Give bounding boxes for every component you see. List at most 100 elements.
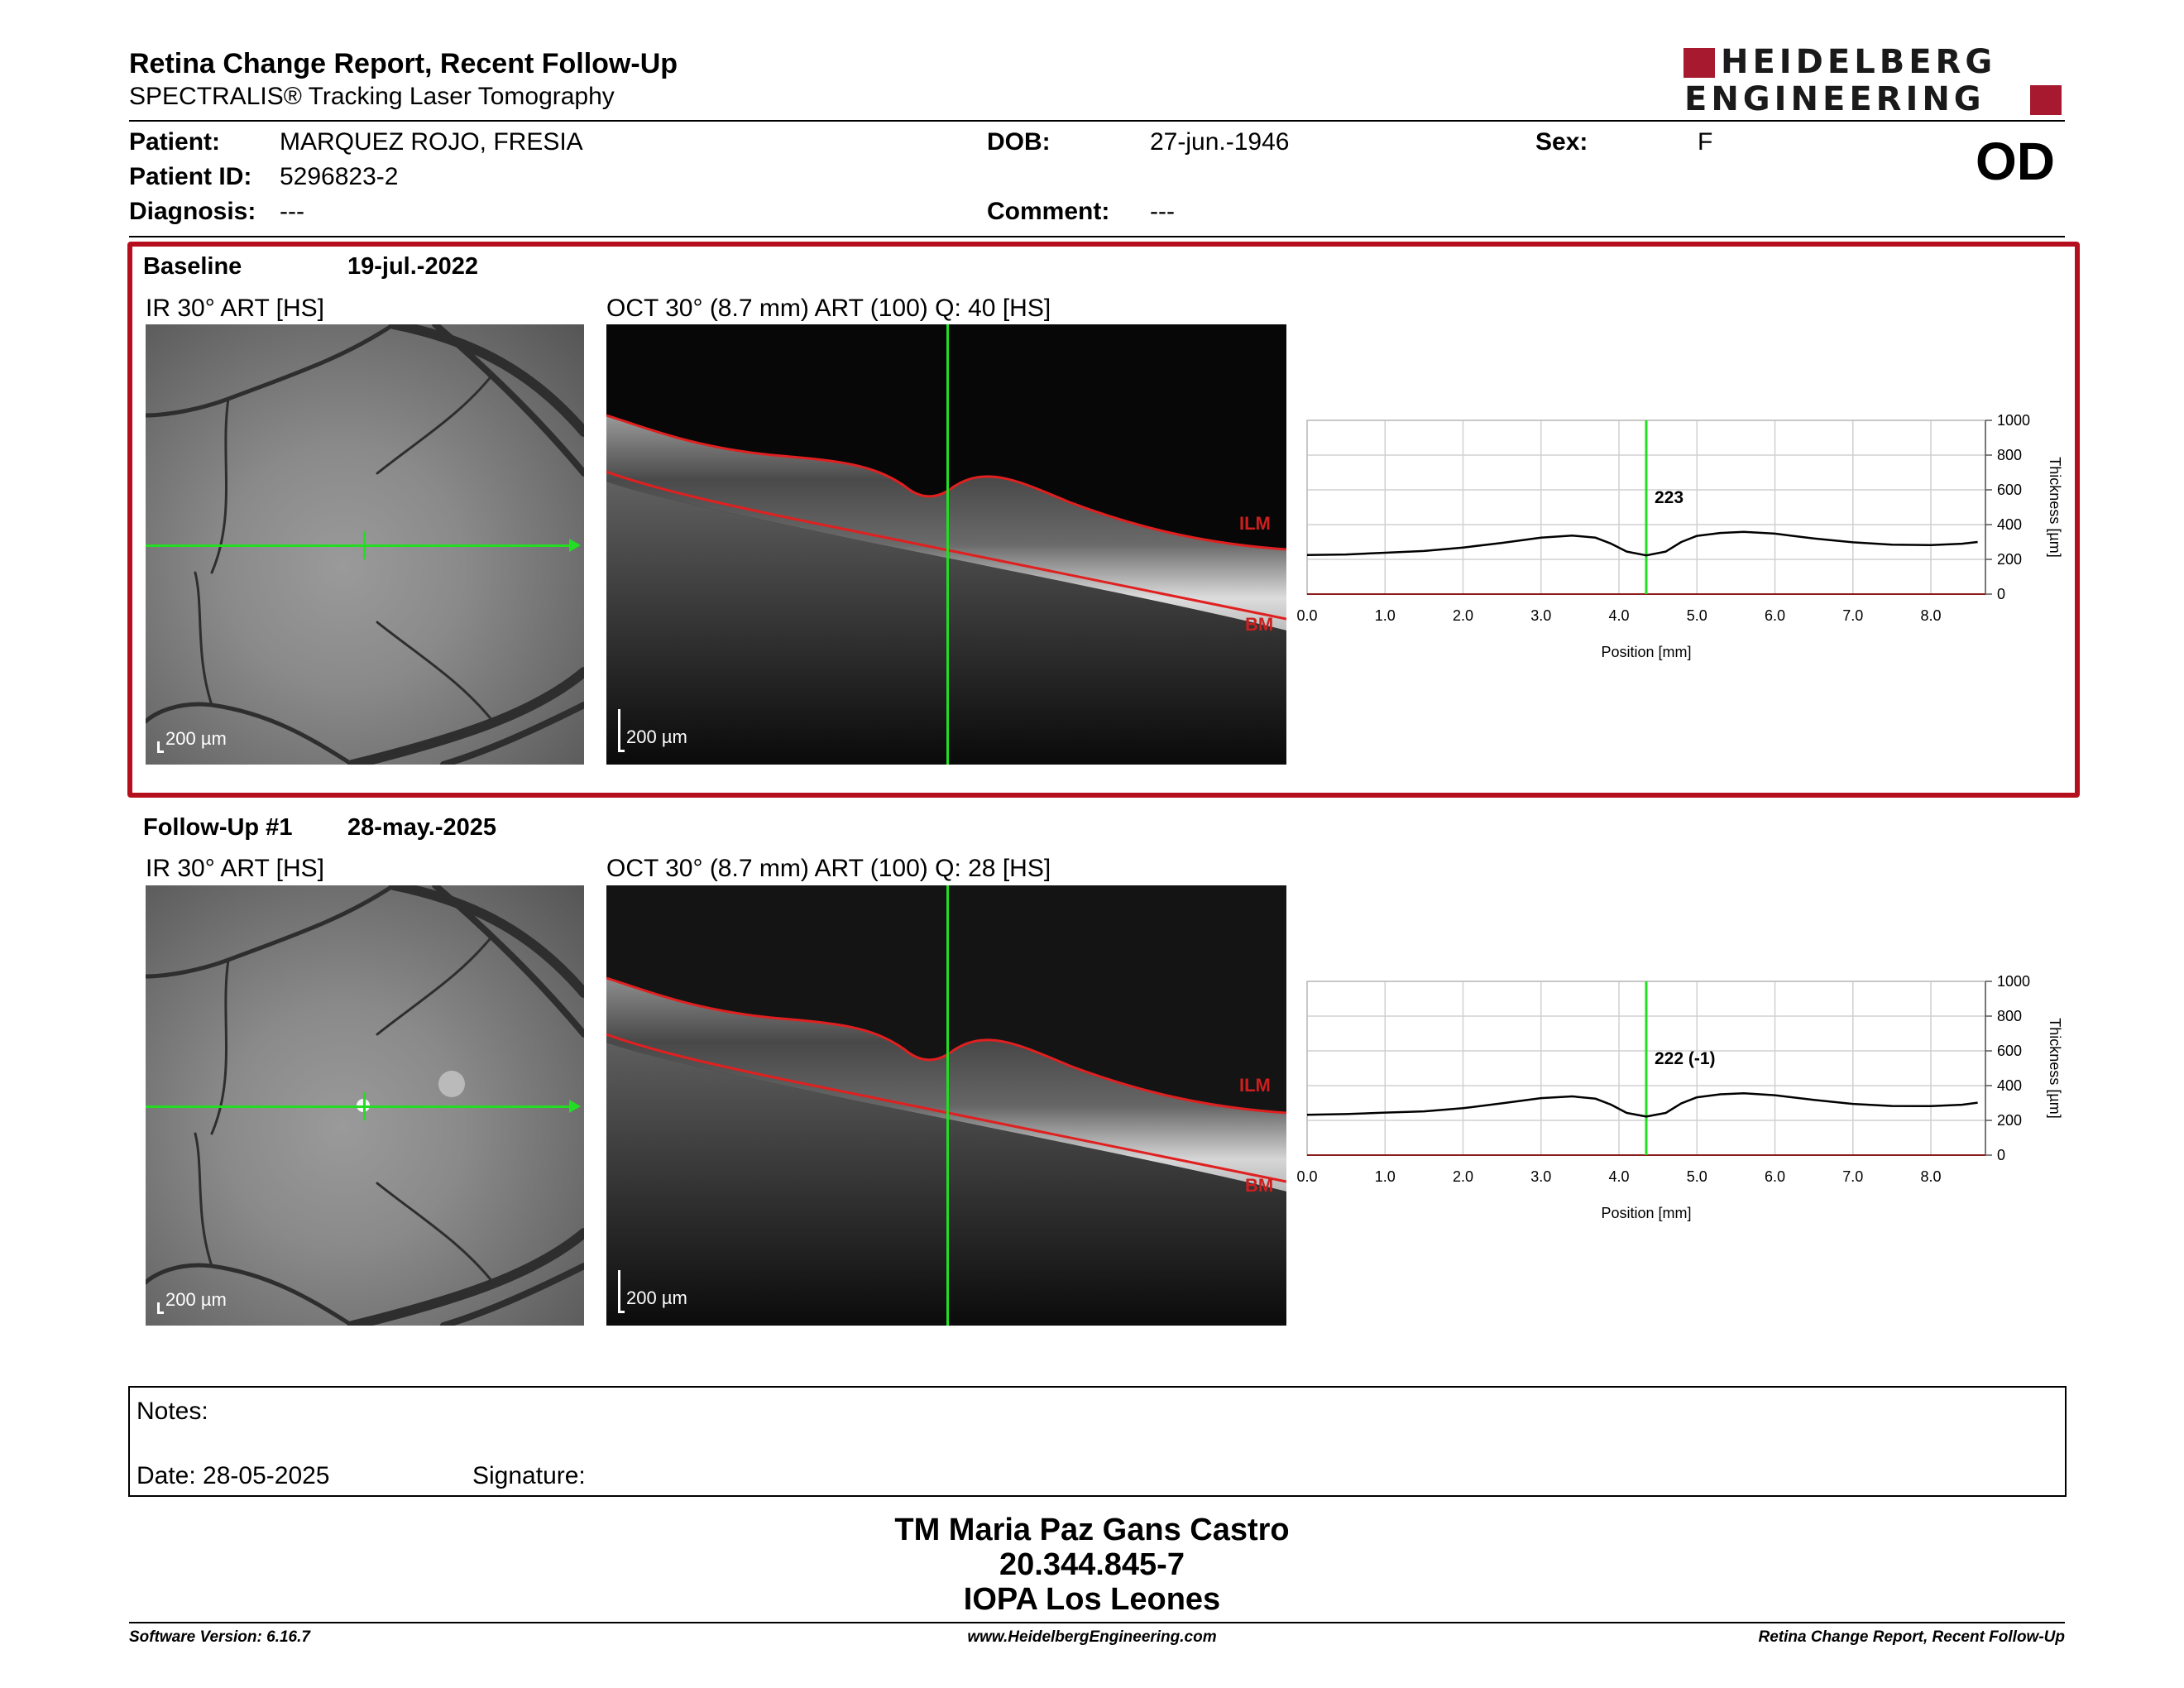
scan-position-tick bbox=[363, 1092, 366, 1120]
scan-arrow-icon bbox=[569, 539, 581, 552]
y-axis-label: Thickness [µm] bbox=[2047, 457, 2063, 557]
thickness-series-line bbox=[1306, 1091, 1978, 1118]
x-tick-label: 3.0 bbox=[1530, 607, 1551, 624]
oct-scale-label: 200 µm bbox=[626, 727, 687, 747]
patient-rule bbox=[129, 236, 2065, 237]
ir-scale-bar-h bbox=[157, 750, 164, 753]
oct-scale-bar-v bbox=[618, 1270, 620, 1313]
ir-scale-bar-v bbox=[157, 741, 160, 753]
eye-indicator: OD bbox=[1976, 132, 2055, 191]
x-tick-label: 1.0 bbox=[1375, 1168, 1396, 1185]
x-tick-label: 6.0 bbox=[1765, 1168, 1785, 1185]
footer-software-version: Software Version: 6.16.7 bbox=[129, 1628, 310, 1646]
oct-title-followup: OCT 30° (8.7 mm) ART (100) Q: 28 [HS] bbox=[606, 855, 1051, 882]
y-tick-label: 800 bbox=[1997, 1008, 2022, 1024]
exam-date-baseline: 19-jul.-2022 bbox=[347, 253, 478, 280]
y-axis-label: Thickness [µm] bbox=[2047, 1018, 2063, 1118]
x-tick-label: 5.0 bbox=[1687, 1168, 1707, 1185]
footer-rule bbox=[129, 1622, 2065, 1623]
x-tick-label: 3.0 bbox=[1530, 1168, 1551, 1185]
x-tick-label: 0.0 bbox=[1296, 1168, 1317, 1185]
oct-title-baseline: OCT 30° (8.7 mm) ART (100) Q: 40 [HS] bbox=[606, 295, 1051, 322]
thickness-series-line bbox=[1306, 530, 1978, 557]
dob-value: 27-jun.-1946 bbox=[1150, 128, 1290, 156]
y-tick-label: 400 bbox=[1997, 516, 2022, 533]
oct-bscan-image-followup: ILM BM 200 µm bbox=[606, 885, 1286, 1326]
signature-label: Signature: bbox=[472, 1462, 586, 1489]
sex-label: Sex: bbox=[1535, 128, 1588, 156]
scan-line-horizontal bbox=[146, 1105, 577, 1108]
y-tick-label: 0 bbox=[1997, 586, 2005, 602]
x-tick-label: 4.0 bbox=[1608, 607, 1629, 624]
oct-scale-bar-h bbox=[618, 1311, 625, 1313]
x-tick-label: 8.0 bbox=[1921, 607, 1942, 624]
dob-label: DOB: bbox=[987, 128, 1051, 156]
x-tick-label: 4.0 bbox=[1608, 1168, 1629, 1185]
ir-title-baseline: IR 30° ART [HS] bbox=[146, 295, 324, 322]
y-tick-label: 200 bbox=[1997, 551, 2022, 568]
logo-square-bottom bbox=[2030, 85, 2062, 115]
ir-fundus-image-baseline: 200 µm bbox=[146, 324, 584, 765]
ilm-label: ILM bbox=[1239, 1075, 1271, 1096]
ilm-label: ILM bbox=[1239, 513, 1271, 534]
oct-scan-position-line bbox=[946, 885, 949, 1326]
thickness-marker-label: 222 (-1) bbox=[1655, 1049, 1716, 1068]
x-tick-label: 1.0 bbox=[1375, 607, 1396, 624]
scan-line-horizontal bbox=[146, 544, 577, 547]
thickness-plot-svg: 0 200 400 600 800 1000 0.0 1.0 2.0 3.0 4.0 5.0 6.0 7.… bbox=[1296, 412, 2063, 660]
ir-fundus-image-followup: 200 µm bbox=[146, 885, 584, 1326]
comment-label: Comment: bbox=[987, 198, 1110, 225]
notes-label: Notes: bbox=[136, 1398, 208, 1425]
y-tick-label: 1000 bbox=[1997, 973, 2030, 990]
x-tick-label: 2.0 bbox=[1453, 607, 1473, 624]
exam-label-baseline: Baseline bbox=[143, 253, 242, 280]
retinal-vessels bbox=[146, 885, 584, 1326]
ir-scale-label: 200 µm bbox=[165, 728, 227, 749]
signer-org: IOPA Los Leones bbox=[963, 1582, 1221, 1617]
retinal-vessels bbox=[146, 324, 584, 765]
logo-line1: HEIDELBERG bbox=[1721, 43, 1997, 81]
diagnosis-label: Diagnosis: bbox=[129, 198, 256, 225]
ir-scale-bar-h bbox=[157, 1312, 164, 1314]
x-tick-label: 5.0 bbox=[1687, 607, 1707, 624]
patient-id-label: Patient ID: bbox=[129, 163, 252, 190]
y-tick-label: 0 bbox=[1997, 1147, 2005, 1163]
bm-label: BM bbox=[1245, 1175, 1274, 1196]
exam-date-followup: 28-may.-2025 bbox=[347, 814, 497, 841]
y-tick-label: 1000 bbox=[1997, 412, 2030, 429]
y-tick-label: 800 bbox=[1997, 447, 2022, 463]
notes-box: Notes: Date: 28-05-2025 Signature: bbox=[128, 1386, 2067, 1497]
oct-scale-bar-v bbox=[618, 709, 620, 752]
x-axis-label: Position [mm] bbox=[1601, 1205, 1691, 1221]
x-tick-label: 7.0 bbox=[1842, 607, 1863, 624]
patient-name: MARQUEZ ROJO, FRESIA bbox=[280, 128, 583, 156]
logo-line2: ENGINEERING bbox=[1684, 80, 1985, 118]
bm-label: BM bbox=[1245, 614, 1274, 635]
y-tick-label: 200 bbox=[1997, 1112, 2022, 1129]
logo-square-top bbox=[1684, 48, 1715, 78]
oct-scale-label: 200 µm bbox=[626, 1288, 687, 1308]
x-tick-label: 7.0 bbox=[1842, 1168, 1863, 1185]
oct-scale-bar-h bbox=[618, 750, 625, 752]
x-tick-label: 8.0 bbox=[1921, 1168, 1942, 1185]
signer-name: TM Maria Paz Gans Castro bbox=[894, 1513, 1290, 1547]
thickness-plot-baseline: 0 200 400 600 800 1000 0.0 1.0 2.0 3.0 4.0 5.0 6.0 7.… bbox=[1291, 405, 2085, 679]
footer-website: www.HeidelbergEngineering.com bbox=[967, 1628, 1217, 1646]
patient-id: 5296823-2 bbox=[280, 163, 399, 190]
comment-value: --- bbox=[1150, 198, 1175, 225]
exam-label-followup: Follow-Up #1 bbox=[143, 814, 293, 841]
oct-bscan-image-baseline: ILM BM 200 µm bbox=[606, 324, 1286, 765]
baseline-frame bbox=[127, 242, 2080, 798]
signer-id: 20.344.845-7 bbox=[999, 1547, 1185, 1582]
ir-scale-label: 200 µm bbox=[165, 1289, 227, 1310]
x-tick-label: 0.0 bbox=[1296, 607, 1317, 624]
x-axis-label: Position [mm] bbox=[1601, 644, 1691, 660]
ir-scale-bar-v bbox=[157, 1302, 160, 1314]
ir-title-followup: IR 30° ART [HS] bbox=[146, 855, 324, 882]
scan-position-tick bbox=[363, 531, 366, 559]
sex-value: F bbox=[1698, 128, 1713, 156]
x-tick-label: 2.0 bbox=[1453, 1168, 1473, 1185]
oct-scan-position-line bbox=[946, 324, 949, 765]
y-tick-label: 600 bbox=[1997, 482, 2022, 498]
scan-arrow-icon bbox=[569, 1100, 581, 1113]
